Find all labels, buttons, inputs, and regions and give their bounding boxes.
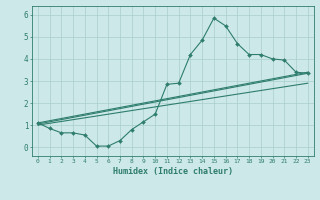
X-axis label: Humidex (Indice chaleur): Humidex (Indice chaleur) xyxy=(113,167,233,176)
